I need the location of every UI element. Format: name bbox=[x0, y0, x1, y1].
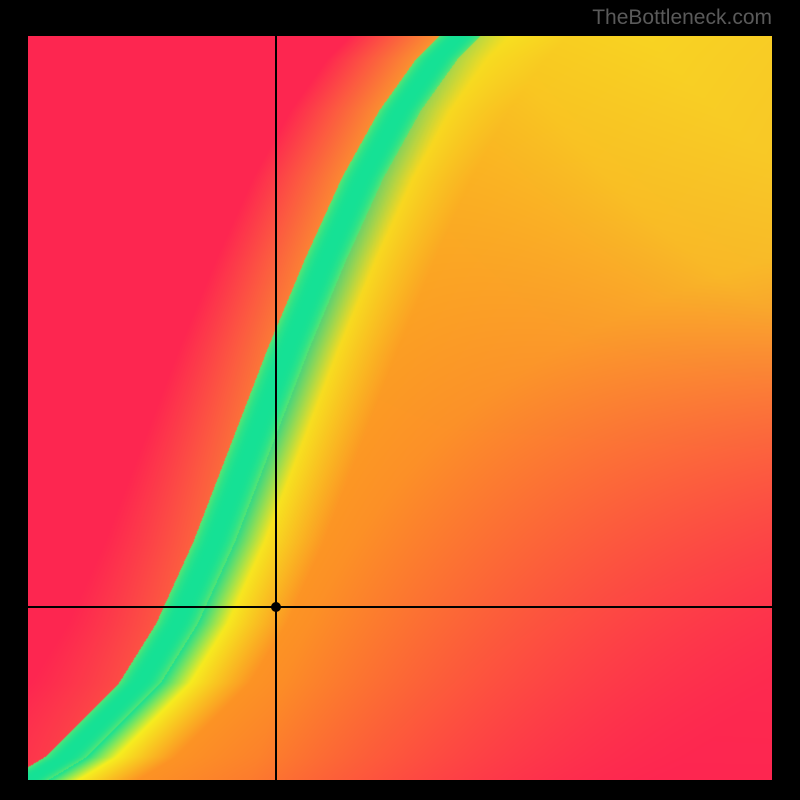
chart-container: TheBottleneck.com bbox=[0, 0, 800, 800]
crosshair-vertical bbox=[275, 36, 277, 780]
crosshair-dot bbox=[271, 602, 281, 612]
watermark-text: TheBottleneck.com bbox=[592, 6, 772, 30]
crosshair-horizontal bbox=[28, 606, 772, 608]
heatmap-canvas bbox=[28, 36, 772, 780]
plot-area bbox=[28, 36, 772, 780]
